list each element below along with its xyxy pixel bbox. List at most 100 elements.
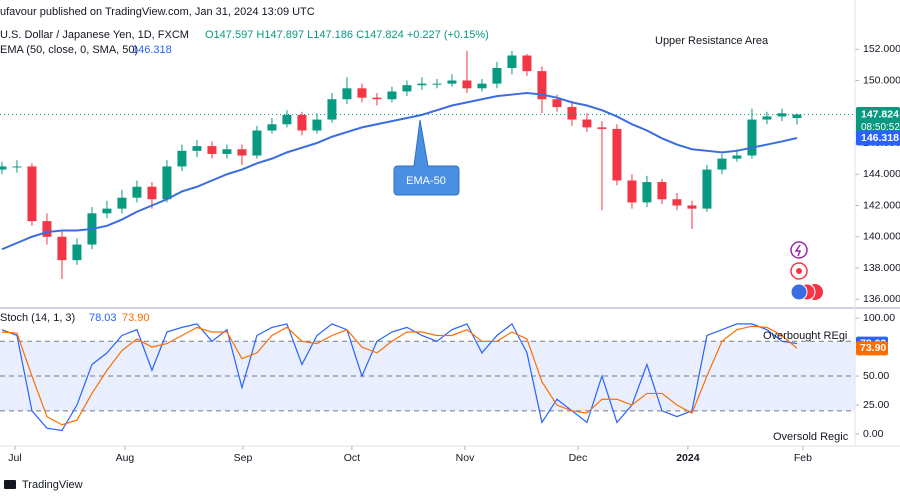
icon — [790, 241, 808, 259]
candle-body — [417, 83, 427, 86]
candle-body — [237, 149, 247, 156]
icons — [790, 241, 823, 301]
price-tag — [856, 107, 900, 135]
callout-box — [393, 119, 460, 196]
logo — [4, 480, 16, 489]
x-tick-label: Oct — [344, 452, 360, 464]
stoch-k-value: 78.03 — [89, 312, 117, 324]
stoch-line — [1, 322, 798, 432]
x-tick-label: Jul — [8, 452, 21, 464]
y-tick-label: 100.00 — [863, 312, 895, 324]
candle-body — [432, 83, 442, 85]
candle-body — [612, 128, 622, 181]
price-tag-label: 147.824 — [861, 108, 899, 120]
candle-body — [192, 146, 202, 151]
candle-body — [507, 55, 517, 68]
candle-body — [222, 149, 232, 154]
y-tick-label: 144.000 — [863, 168, 900, 180]
price-tag-label: 146.318 — [861, 132, 899, 144]
x-tick-label: 2024 — [676, 452, 700, 464]
ema-legend-value: 146.318 — [132, 44, 172, 56]
candle-body — [27, 166, 37, 222]
candle-body — [732, 155, 742, 159]
candle-body — [702, 169, 712, 209]
candle-body — [72, 244, 82, 261]
candle-body — [0, 166, 7, 170]
candle-body — [402, 85, 412, 92]
candle-body — [177, 150, 187, 167]
candle-body — [297, 114, 307, 131]
candle-body — [777, 113, 787, 117]
x-tick-label: Aug — [116, 452, 135, 464]
icon-glyph — [796, 268, 802, 274]
icon — [790, 283, 808, 301]
candle-body — [102, 208, 112, 214]
x-tick-label: Sep — [234, 452, 253, 464]
candle-body — [387, 91, 397, 100]
countdown: 08:50:52 — [861, 122, 900, 133]
candle-body — [147, 186, 157, 200]
callout-text: EMA-50 — [406, 175, 446, 187]
stoch-pane: 0.00 25.00 50.00 100.00 78.03 73.90 — [0, 312, 895, 440]
candle-body — [327, 99, 337, 120]
value-tag — [856, 341, 888, 356]
candle-body — [792, 114, 802, 119]
y-tick-label: 136.000 — [863, 293, 900, 305]
candle-body — [597, 127, 607, 129]
candle-body — [717, 158, 727, 170]
candle-body — [462, 80, 472, 89]
candle-body — [657, 182, 667, 200]
candle-body — [342, 88, 352, 100]
y-tick-label: 140.000 — [863, 231, 900, 243]
candle-body — [312, 119, 322, 131]
candle-body — [522, 55, 532, 72]
header: ufavour published on TradingView.com, Ja… — [0, 6, 315, 18]
candle-body — [132, 186, 142, 198]
ema-line — [1, 91, 798, 251]
candle-body — [207, 146, 217, 154]
y-tick-label: 142.000 — [863, 199, 900, 211]
y-tick-label: 0.00 — [863, 428, 884, 440]
candle-body — [537, 71, 547, 100]
icon-glyph — [794, 244, 802, 257]
annotation: Oversold Regic — [773, 431, 849, 443]
candle-body — [642, 182, 652, 203]
price-tag — [856, 130, 900, 146]
candle-body — [12, 166, 22, 168]
y-tick-label: 138.000 — [863, 262, 900, 274]
footer: TradingView — [22, 479, 83, 491]
stoch-d-value: 73.90 — [122, 312, 150, 324]
candle-body — [162, 166, 172, 200]
annotation: Overbought REgi — [763, 330, 847, 342]
candle-body — [672, 199, 682, 206]
y-tick-label: 150.000 — [863, 74, 900, 86]
candle-body — [762, 116, 772, 120]
candle-body — [117, 197, 127, 209]
ema-callout: EMA-50 — [393, 119, 460, 196]
time-axis: Jul Aug Sep Oct Nov Dec 2024 Feb — [8, 446, 812, 464]
symbol-title: U.S. Dollar / Japanese Yen, 1D, FXCM — [0, 29, 189, 41]
candle-body — [627, 180, 637, 203]
stoch-legend: Stoch (14, 1, 3) — [0, 312, 75, 324]
candle-body — [252, 130, 262, 156]
ohlc-label: O147.597 H147.897 L147.186 C147.824 +0.2… — [205, 29, 489, 41]
x-tick-label: Nov — [456, 452, 475, 464]
x-tick-label: Feb — [794, 452, 812, 464]
candle-body — [447, 80, 457, 84]
price-pane: 136.000138.000140.000142.000144.000146.0… — [0, 43, 900, 305]
candle-body — [267, 124, 277, 131]
footer-logo: TradingView — [4, 479, 83, 491]
candle-body — [57, 236, 67, 261]
x-tick-label: Dec — [569, 452, 588, 464]
y-tick-label: 25.00 — [863, 399, 889, 411]
candle-body — [567, 107, 577, 120]
candle-body — [552, 99, 562, 108]
value-tag-label: 73.90 — [860, 342, 886, 354]
candle-body — [582, 119, 592, 128]
candle-body — [357, 88, 367, 98]
candle-body — [687, 205, 697, 209]
candle-body — [372, 97, 382, 100]
